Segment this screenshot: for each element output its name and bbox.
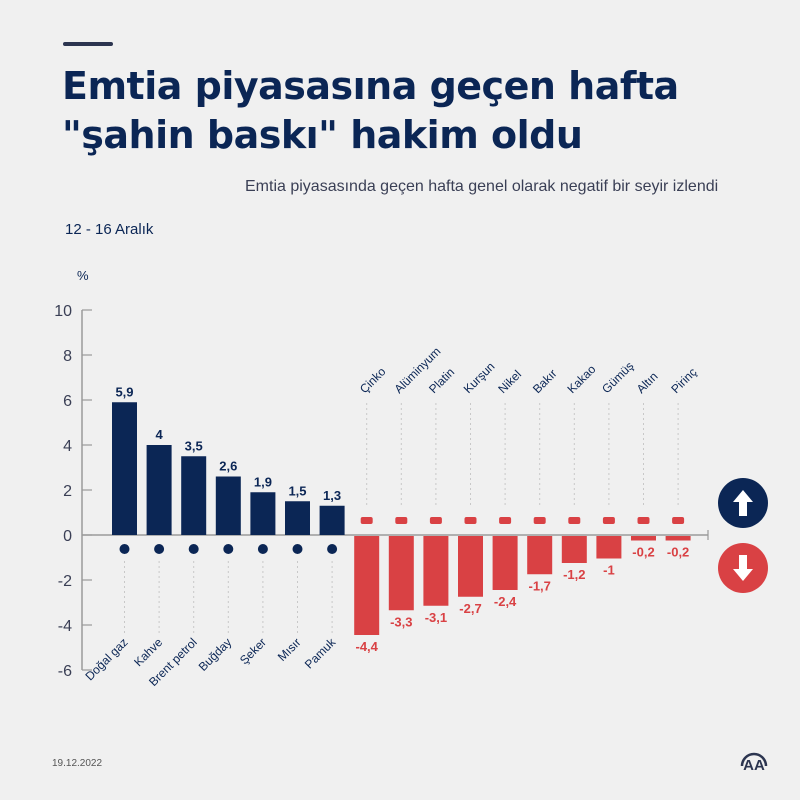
value-label: -3,3 bbox=[390, 614, 412, 629]
aa-logo-icon: AA bbox=[740, 752, 768, 774]
y-tick-label: 4 bbox=[63, 438, 72, 455]
bar bbox=[215, 476, 241, 535]
metal-bars-icon bbox=[499, 517, 512, 524]
legend-up bbox=[718, 478, 768, 528]
coffee-bean-icon bbox=[154, 544, 165, 554]
bar bbox=[423, 536, 449, 606]
y-tick-label: 6 bbox=[63, 393, 72, 410]
bar bbox=[354, 536, 380, 635]
category-label: Bakır bbox=[530, 366, 560, 396]
bar bbox=[146, 445, 172, 535]
y-tick-label: 2 bbox=[63, 483, 72, 500]
bar bbox=[492, 536, 518, 590]
value-label: -1,7 bbox=[528, 578, 550, 593]
y-tick-label: -6 bbox=[58, 663, 72, 680]
value-label: -4,4 bbox=[355, 639, 378, 654]
value-label: -1,2 bbox=[563, 567, 585, 582]
metal-bars-icon bbox=[360, 517, 373, 524]
metal-bars-icon bbox=[602, 517, 615, 524]
category-label: Şeker bbox=[237, 635, 269, 667]
y-tick-label: -2 bbox=[58, 573, 72, 590]
category-label: Pirinç bbox=[668, 365, 699, 396]
category-label: Kakao bbox=[565, 362, 599, 396]
cocoa-icon bbox=[568, 517, 581, 524]
metal-stack-icon bbox=[395, 517, 408, 524]
value-label: 1,5 bbox=[288, 483, 306, 498]
bar bbox=[112, 402, 137, 535]
subtitle: Emtia piyasasında geçen hafta genel olar… bbox=[245, 178, 719, 195]
category-label: Gümüş bbox=[599, 359, 636, 396]
wheat-icon bbox=[223, 544, 234, 554]
value-label: -0,2 bbox=[632, 545, 654, 560]
value-label: -3,1 bbox=[425, 610, 447, 625]
y-tick-label: -4 bbox=[58, 618, 72, 635]
publish-date: 19.12.2022 bbox=[52, 758, 103, 769]
bar bbox=[631, 536, 656, 541]
oil-barrel-icon bbox=[188, 544, 199, 554]
value-label: 5,9 bbox=[115, 384, 133, 399]
category-label: Çinko bbox=[357, 364, 389, 396]
category-label: Altın bbox=[634, 369, 661, 396]
date-range: 12 - 16 Aralık bbox=[65, 221, 154, 238]
metal-bars-icon bbox=[464, 517, 477, 524]
rice-sack-icon bbox=[672, 517, 685, 524]
title-line-1: Emtia piyasasına geçen hafta bbox=[62, 64, 679, 108]
cotton-icon bbox=[327, 544, 338, 554]
bar bbox=[388, 536, 414, 611]
bar bbox=[250, 492, 276, 535]
bar bbox=[561, 536, 587, 563]
y-tick-label: 10 bbox=[54, 303, 72, 320]
category-label: Buğday bbox=[196, 635, 235, 674]
y-axis-unit: % bbox=[77, 268, 89, 283]
legend-down bbox=[718, 543, 768, 593]
category-label: Platin bbox=[426, 365, 457, 396]
category-label: Kurşun bbox=[461, 359, 498, 396]
category-label: Mısır bbox=[275, 635, 304, 664]
y-tick-label: 8 bbox=[63, 348, 72, 365]
arrow-down-icon bbox=[733, 555, 753, 581]
arrow-up-icon bbox=[733, 490, 753, 516]
sugar-sack-icon bbox=[257, 544, 268, 554]
bar bbox=[285, 501, 310, 535]
page-title: Emtia piyasasına geçen hafta "şahin bask… bbox=[62, 62, 762, 160]
value-label: 2,6 bbox=[219, 459, 237, 474]
bar bbox=[319, 505, 345, 535]
value-label: 1,3 bbox=[323, 488, 341, 503]
category-label: Doğal gaz bbox=[83, 635, 131, 683]
y-tick-label: 0 bbox=[63, 528, 72, 545]
bar bbox=[527, 536, 553, 575]
value-label: -2,7 bbox=[459, 601, 481, 616]
value-label: 1,9 bbox=[254, 474, 272, 489]
value-label: 4 bbox=[155, 427, 163, 442]
metal-bars-icon bbox=[429, 517, 442, 524]
flame-icon bbox=[119, 544, 130, 554]
svg-text:AA: AA bbox=[743, 757, 765, 774]
title-line-2: "şahin baskı" hakim oldu bbox=[62, 113, 583, 157]
header-accent-bar bbox=[63, 42, 113, 46]
metal-bars-icon bbox=[637, 517, 650, 524]
category-label: Pamuk bbox=[302, 635, 339, 672]
value-label: -0,2 bbox=[667, 545, 689, 560]
corn-icon bbox=[292, 544, 303, 554]
value-label: -1 bbox=[603, 563, 615, 578]
bar bbox=[596, 536, 622, 559]
metal-stack-icon bbox=[533, 517, 546, 524]
value-label: -2,4 bbox=[494, 594, 517, 609]
bar bbox=[458, 536, 483, 597]
value-label: 3,5 bbox=[185, 438, 203, 453]
bar bbox=[181, 456, 207, 535]
bar bbox=[665, 536, 691, 541]
category-label: Nikel bbox=[495, 367, 524, 396]
